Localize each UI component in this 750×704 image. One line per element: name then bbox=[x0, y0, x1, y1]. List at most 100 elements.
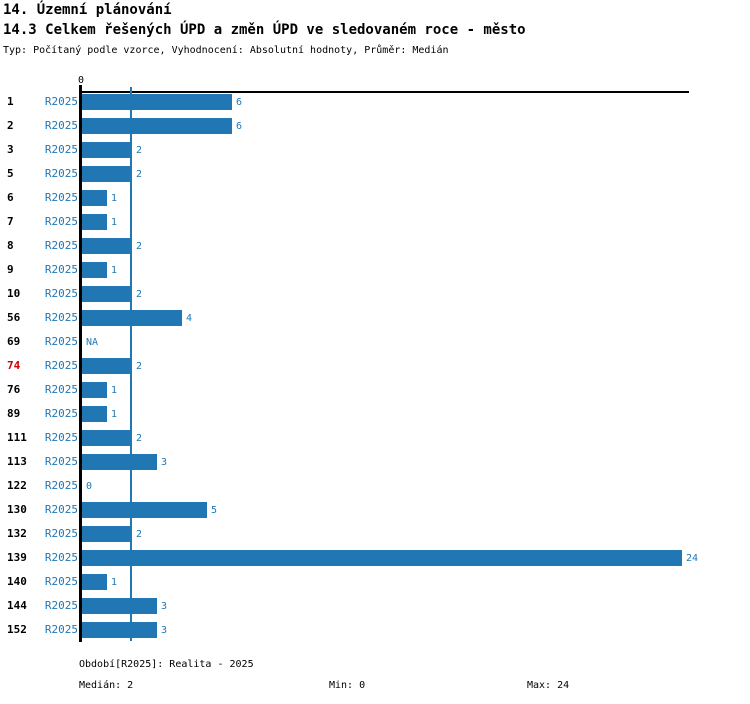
row-bar bbox=[82, 406, 107, 422]
y-axis-line bbox=[79, 85, 82, 642]
row-series-label: R2025 bbox=[44, 311, 78, 324]
row-series-label: R2025 bbox=[44, 383, 78, 396]
row-category-label: 8 bbox=[7, 239, 14, 252]
row-category-label: 5 bbox=[7, 167, 14, 180]
row-bar bbox=[82, 118, 232, 134]
row-series-label: R2025 bbox=[44, 143, 78, 156]
row-bar bbox=[82, 430, 132, 446]
indicator-title: 14.3 Celkem řešených ÚPD a změn ÚPD ve s… bbox=[3, 22, 526, 38]
row-series-label: R2025 bbox=[44, 599, 78, 612]
row-value-label: 1 bbox=[111, 265, 118, 276]
chart-row: 132 R2025 2 bbox=[0, 526, 750, 550]
row-bar bbox=[82, 382, 107, 398]
chart-row: 10 R2025 2 bbox=[0, 286, 750, 310]
chart-row: 144 R2025 3 bbox=[0, 598, 750, 622]
chart-row: 76 R2025 1 bbox=[0, 382, 750, 406]
row-bar bbox=[82, 574, 107, 590]
chart-row: 113 R2025 3 bbox=[0, 454, 750, 478]
chart-row: 111 R2025 2 bbox=[0, 430, 750, 454]
row-value-label: 6 bbox=[236, 121, 243, 132]
row-value-label: 2 bbox=[136, 169, 143, 180]
row-value-label: 3 bbox=[161, 601, 168, 612]
chart-row: 6 R2025 1 bbox=[0, 190, 750, 214]
row-value-label: 2 bbox=[136, 289, 143, 300]
row-series-label: R2025 bbox=[44, 119, 78, 132]
row-bar bbox=[82, 454, 157, 470]
row-category-label: 76 bbox=[7, 383, 21, 396]
chart-row: 9 R2025 1 bbox=[0, 262, 750, 286]
row-category-label: 111 bbox=[7, 431, 27, 444]
row-category-label: 140 bbox=[7, 575, 27, 588]
row-series-label: R2025 bbox=[44, 575, 78, 588]
row-series-label: R2025 bbox=[44, 287, 78, 300]
chart-row: 74 R2025 2 bbox=[0, 358, 750, 382]
row-series-label: R2025 bbox=[44, 335, 78, 348]
chart-row: 140 R2025 1 bbox=[0, 574, 750, 598]
row-bar bbox=[82, 286, 132, 302]
row-bar bbox=[82, 262, 107, 278]
row-category-label: 7 bbox=[7, 215, 14, 228]
median-label: Medián: 2 bbox=[79, 680, 134, 691]
row-category-label: 6 bbox=[7, 191, 14, 204]
bar-chart: 0 1 R2025 6 2 R2025 6 3 R2025 2 5 R2025 2 6 R2025 1 7 R2… bbox=[0, 75, 750, 642]
row-value-label: 1 bbox=[111, 193, 118, 204]
indicator-meta: Typ: Počítaný podle vzorce, Vyhodnocení:… bbox=[3, 45, 449, 56]
chart-row: 122 R2025 0 bbox=[0, 478, 750, 502]
row-series-label: R2025 bbox=[44, 551, 78, 564]
chart-row: 8 R2025 2 bbox=[0, 238, 750, 262]
x-axis-origin-label: 0 bbox=[77, 75, 85, 86]
row-series-label: R2025 bbox=[44, 431, 78, 444]
row-bar bbox=[82, 238, 132, 254]
row-category-label: 1 bbox=[7, 95, 14, 108]
row-bar bbox=[82, 598, 157, 614]
row-category-label: 144 bbox=[7, 599, 27, 612]
x-axis-line bbox=[81, 91, 689, 93]
row-bar bbox=[82, 142, 132, 158]
row-series-label: R2025 bbox=[44, 455, 78, 468]
row-value-label: 3 bbox=[161, 457, 168, 468]
row-value-label: 2 bbox=[136, 241, 143, 252]
row-value-label: 2 bbox=[136, 433, 143, 444]
chart-row: 69 R2025 NA bbox=[0, 334, 750, 358]
row-bar bbox=[82, 622, 157, 638]
row-value-label: 4 bbox=[186, 313, 193, 324]
row-series-label: R2025 bbox=[44, 191, 78, 204]
row-value-label: 2 bbox=[136, 145, 143, 156]
period-label: Období[R2025]: Realita - 2025 bbox=[79, 659, 254, 670]
row-value-label: 1 bbox=[111, 409, 118, 420]
row-series-label: R2025 bbox=[44, 623, 78, 636]
row-series-label: R2025 bbox=[44, 215, 78, 228]
row-category-label: 69 bbox=[7, 335, 21, 348]
chart-row: 2 R2025 6 bbox=[0, 118, 750, 142]
chart-row: 89 R2025 1 bbox=[0, 406, 750, 430]
chart-row: 56 R2025 4 bbox=[0, 310, 750, 334]
row-category-label: 113 bbox=[7, 455, 27, 468]
max-label: Max: 24 bbox=[527, 680, 570, 691]
row-value-label: 2 bbox=[136, 361, 143, 372]
row-bar bbox=[82, 502, 207, 518]
chart-row: 3 R2025 2 bbox=[0, 142, 750, 166]
row-category-label: 122 bbox=[7, 479, 27, 492]
row-series-label: R2025 bbox=[44, 239, 78, 252]
row-series-label: R2025 bbox=[44, 167, 78, 180]
row-category-label: 9 bbox=[7, 263, 14, 276]
row-category-label: 132 bbox=[7, 527, 27, 540]
row-category-label: 89 bbox=[7, 407, 21, 420]
row-category-label: 130 bbox=[7, 503, 27, 516]
row-bar bbox=[82, 310, 182, 326]
row-series-label: R2025 bbox=[44, 527, 78, 540]
row-category-label: 56 bbox=[7, 311, 21, 324]
row-value-label: 5 bbox=[211, 505, 218, 516]
row-bar bbox=[82, 190, 107, 206]
row-series-label: R2025 bbox=[44, 263, 78, 276]
row-series-label: R2025 bbox=[44, 359, 78, 372]
section-title: 14. Územní plánování bbox=[3, 2, 172, 18]
row-bar bbox=[82, 550, 682, 566]
row-value-label: 3 bbox=[161, 625, 168, 636]
row-value-label: NA bbox=[86, 337, 99, 348]
row-bar bbox=[82, 358, 132, 374]
row-series-label: R2025 bbox=[44, 479, 78, 492]
row-value-label: 2 bbox=[136, 529, 143, 540]
row-series-label: R2025 bbox=[44, 407, 78, 420]
